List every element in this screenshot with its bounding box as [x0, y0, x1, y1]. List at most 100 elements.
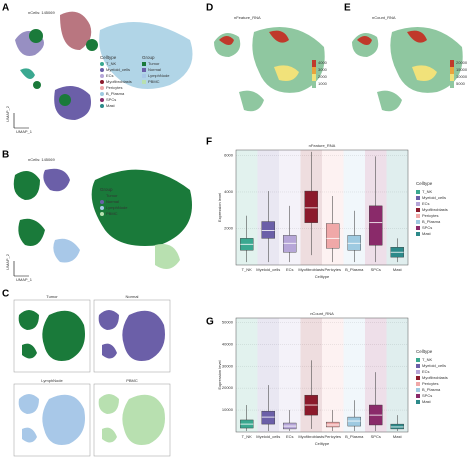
category-band [236, 150, 258, 265]
legend-swatch [100, 194, 104, 198]
y-tick-label: 30000 [222, 363, 234, 368]
legend-swatch [100, 68, 104, 72]
colorbar-label: 10000 [456, 74, 468, 79]
y-tick-label: 2000 [224, 226, 234, 231]
panel-label: G [206, 317, 214, 328]
y-tick-label: 10000 [222, 407, 234, 412]
legend-label: Mast [422, 399, 432, 404]
subplot-frame [13, 383, 91, 457]
y-tick-label: 20000 [222, 385, 234, 390]
x-tick-label: T_NK [242, 434, 253, 439]
legend-swatch [416, 190, 420, 194]
y-tick-label: 50000 [222, 319, 234, 324]
legend-label: Tumor [106, 193, 118, 198]
legend-swatch [100, 206, 104, 210]
legend-swatch [416, 202, 420, 206]
umap-grid: Tumor Normal LymphNode PBMC [13, 294, 171, 457]
category-band [322, 318, 344, 432]
panel-label: C [2, 289, 9, 300]
panel-label: B [2, 150, 9, 161]
panel-title: nCells: 145069 [28, 10, 55, 15]
x-axis-label: Celltype [315, 274, 330, 279]
legend-swatch [416, 232, 420, 236]
legend-label: Normal [106, 199, 119, 204]
legend-label: Mast [422, 231, 432, 236]
y-axis-label: Expression level [217, 193, 222, 222]
chart-title: nFeature_RNA [309, 143, 336, 148]
legend-label: Myofibroblasts [422, 375, 448, 380]
subplot-frame [13, 299, 91, 373]
legend-swatch [416, 226, 420, 230]
umap-cluster [98, 394, 165, 445]
umap-b [13, 168, 192, 277]
legend-swatch [416, 376, 420, 380]
legend-swatch [142, 74, 146, 78]
colorbar-swatch [450, 67, 454, 74]
subplot-title: PBMC [126, 378, 138, 383]
legend-swatch [100, 98, 104, 102]
legend-title: Group [100, 187, 113, 192]
legend-label: PBMC [148, 79, 160, 84]
box [347, 416, 361, 427]
x-axis-label: Celltype [315, 441, 330, 446]
category-band [386, 150, 408, 265]
umap-cluster [98, 310, 165, 361]
x-tick-label: ECs [286, 267, 294, 272]
legend-swatch [100, 86, 104, 90]
legend-label: SPCs [422, 225, 432, 230]
legend-swatch [100, 80, 104, 84]
legend-title: Celltype [416, 349, 433, 354]
x-tick-label: Myeloid_cells [256, 267, 280, 272]
feature-umaps: nFeature_RNA 4000 3000 2000 1000 nCount_RNA 20… [214, 15, 468, 112]
panel-title: nCells: 145069 [28, 157, 55, 162]
x-tick-label: Myeloid_cells [256, 434, 280, 439]
y-tick-label: 4000 [224, 189, 234, 194]
legend-label: ECs [422, 201, 430, 206]
x-tick-label: ECs [286, 434, 294, 439]
chart-title: nCount_RNA [310, 311, 334, 316]
panel-label: D [206, 3, 213, 14]
legend-label: T_NK [106, 61, 117, 66]
box [390, 423, 404, 430]
x-tick-label: Pericytes [325, 267, 341, 272]
y-axis-label: Expression level [217, 360, 222, 389]
subplot-title: Tumor [46, 294, 58, 299]
x-tick-label: SPCs [371, 434, 381, 439]
umap-highlight [219, 30, 289, 45]
colorbar-swatch [312, 67, 316, 74]
legend-swatch [100, 74, 104, 78]
box [347, 235, 361, 251]
subplot-frame [93, 383, 171, 457]
umap-highlight [412, 65, 437, 81]
category-band [343, 318, 365, 432]
box [304, 190, 318, 223]
x-tick-label: Pericytes [325, 434, 341, 439]
box [369, 205, 383, 246]
legend-swatch [416, 358, 420, 362]
colorbar-label: 3000 [318, 67, 328, 72]
legend-label: Pericytes [106, 85, 122, 90]
y-axis-label: UMAP_2 [5, 253, 10, 270]
legend-label: SPCs [106, 97, 116, 102]
umap-highlight [274, 65, 299, 81]
legend-label: Myofibroblasts [106, 79, 132, 84]
legend-label: ECs [422, 369, 430, 374]
colorbar-label: 2000 [318, 74, 328, 79]
x-tick-label: Myofibroblasts [298, 434, 324, 439]
legend-label: B_Plasma [422, 219, 441, 224]
umap-cluster [18, 394, 85, 445]
legend-label: Mast [106, 103, 116, 108]
colorbar-label: 1000 [318, 81, 328, 86]
x-tick-label: T_NK [242, 267, 253, 272]
box [261, 410, 275, 425]
box [326, 421, 340, 428]
x-tick-label: B_Plasma [345, 434, 364, 439]
colorbar-swatch [450, 74, 454, 81]
colorbar-swatch [312, 60, 316, 67]
category-band [257, 318, 279, 432]
legend-swatch [100, 92, 104, 96]
legend-title: Group [142, 55, 155, 60]
legend-label: Normal [148, 67, 161, 72]
